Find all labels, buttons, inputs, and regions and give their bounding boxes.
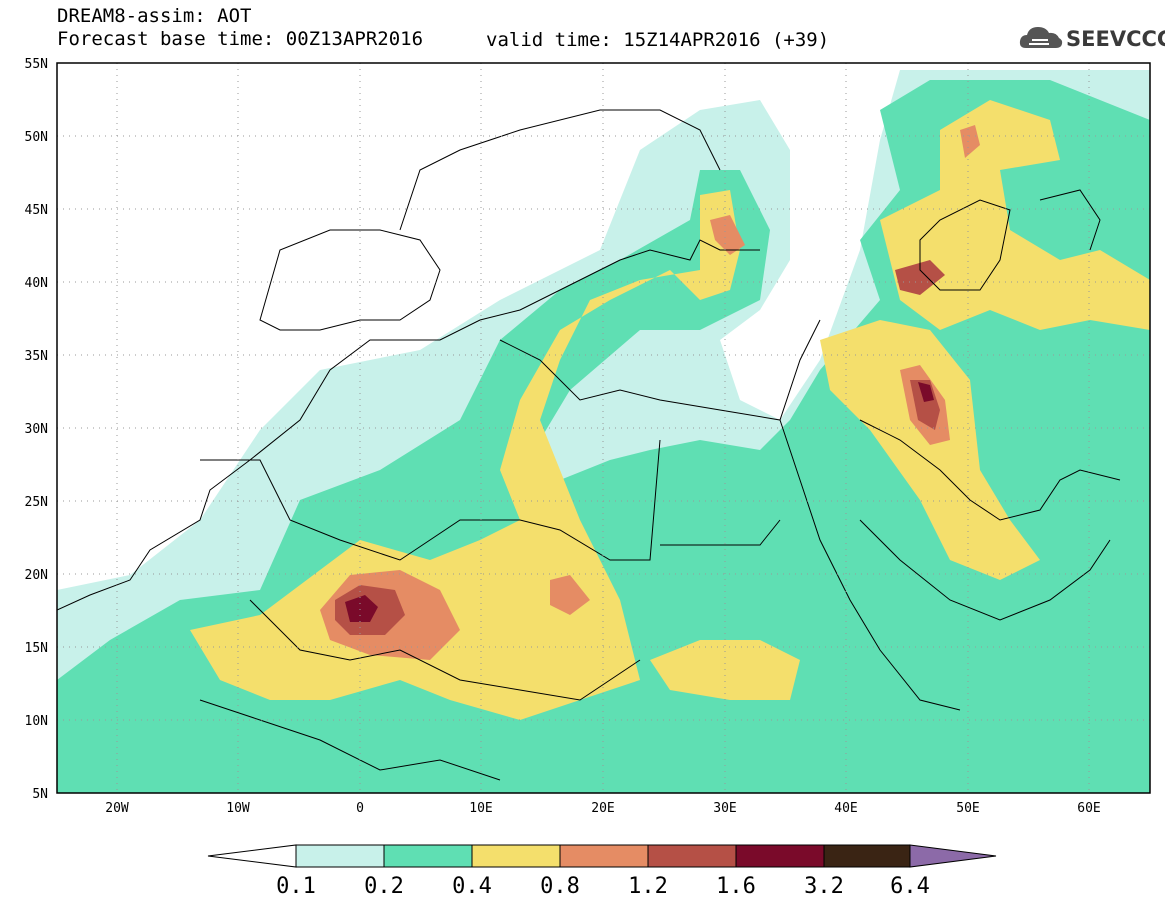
colorbar-segment <box>295 844 385 868</box>
colorbar-max-arrow <box>909 844 997 868</box>
lat-label: 50N <box>25 130 48 145</box>
lat-label: 15N <box>25 641 48 656</box>
colorbar-labels: 0.1 0.2 0.4 0.8 1.2 1.6 3.2 6.4 <box>276 874 930 899</box>
lat-label: 5N <box>32 787 48 802</box>
lon-axis: 20W 10W 0 10E 20E 30E 40E 50E 60E <box>105 801 1100 816</box>
lon-label: 20W <box>105 801 129 816</box>
forecast-base-time: Forecast base time: 00Z13APR2016 <box>57 28 424 50</box>
colorbar-label: 0.2 <box>364 874 404 899</box>
lat-label: 10N <box>25 714 48 729</box>
coastlines <box>57 109 1121 781</box>
seevccc-logo: SEEVCCC <box>1018 22 1165 56</box>
colorbar-label: 3.2 <box>804 874 844 899</box>
lon-label: 10E <box>469 801 492 816</box>
lat-label: 40N <box>25 276 48 291</box>
colorbar <box>207 844 997 868</box>
lat-label: 20N <box>25 568 48 583</box>
colorbar-label: 0.4 <box>452 874 492 899</box>
colorbar-segment <box>471 844 561 868</box>
map-title: DREAM8-assim: AOT <box>57 5 252 27</box>
logo-text: SEEVCCC <box>1066 27 1165 51</box>
lon-label: 40E <box>834 801 857 816</box>
lat-label: 25N <box>25 495 48 510</box>
colorbar-label: 1.2 <box>628 874 668 899</box>
lat-label: 35N <box>25 349 48 364</box>
colorbar-min-arrow <box>207 844 297 868</box>
valid-time: valid time: 15Z14APR2016 (+39) <box>486 29 830 51</box>
graticule <box>57 63 1150 793</box>
lat-axis: 55N 50N 45N 40N 35N 30N 25N 20N 15N 10N … <box>25 57 48 802</box>
cloud-icon <box>1019 27 1063 48</box>
colorbar-label: 0.8 <box>540 874 580 899</box>
lon-label: 50E <box>956 801 979 816</box>
colorbar-label: 6.4 <box>890 874 930 899</box>
colorbar-segment <box>823 844 911 868</box>
lat-label: 30N <box>25 422 48 437</box>
map-frame <box>56 62 1151 794</box>
lon-label: 20E <box>591 801 614 816</box>
colorbar-label: 0.1 <box>276 874 316 899</box>
colorbar-label: 1.6 <box>716 874 756 899</box>
lat-label: 45N <box>25 203 48 218</box>
colorbar-segment <box>559 844 649 868</box>
lon-label: 30E <box>713 801 736 816</box>
lon-label: 0 <box>356 801 364 816</box>
colorbar-segment <box>383 844 473 868</box>
colorbar-segment <box>735 844 825 868</box>
lon-label: 60E <box>1077 801 1100 816</box>
lon-label: 10W <box>226 801 250 816</box>
colorbar-segment <box>647 844 737 868</box>
lat-label: 55N <box>25 57 48 72</box>
